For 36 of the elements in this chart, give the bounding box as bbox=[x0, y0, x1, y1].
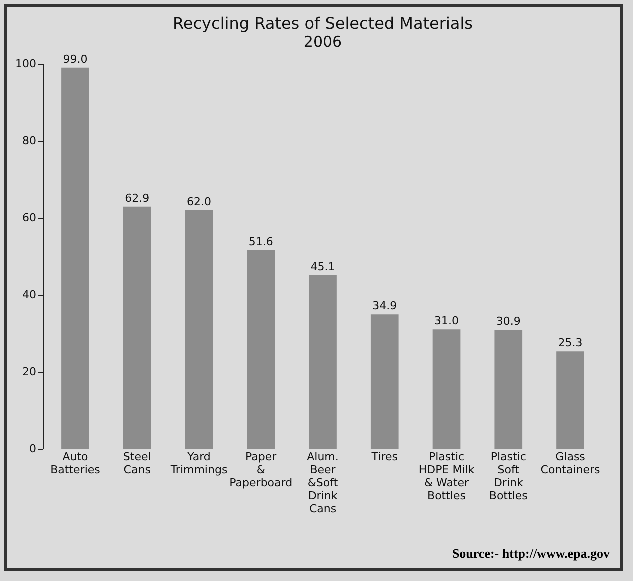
bar bbox=[247, 250, 276, 449]
x-tick-label: Yard Trimmings bbox=[170, 450, 228, 476]
data-label: 62.9 bbox=[125, 192, 150, 205]
x-tick-label: Plastic Soft Drink Bottles bbox=[489, 450, 528, 502]
data-label: 31.0 bbox=[434, 314, 460, 328]
source-note: Source:- http://www.epa.gov bbox=[452, 546, 610, 562]
bar bbox=[62, 68, 90, 449]
x-tick-label: Auto Batteries bbox=[50, 450, 101, 476]
data-label: 99.0 bbox=[63, 52, 88, 66]
bar bbox=[494, 330, 523, 449]
bar bbox=[185, 210, 214, 449]
x-tick-label: Paper & Paperboard bbox=[230, 450, 293, 490]
data-label: 51.6 bbox=[248, 235, 274, 248]
chart-subtitle: 2006 bbox=[304, 32, 342, 51]
y-tick-label: 40 bbox=[22, 288, 36, 302]
x-tick-label: Plastic HDPE Milk & Water Bottles bbox=[418, 450, 476, 502]
bar bbox=[556, 352, 584, 449]
bar bbox=[309, 275, 337, 449]
data-label: 45.1 bbox=[310, 260, 336, 274]
y-tick-label: 80 bbox=[22, 134, 36, 148]
y-tick-label: 20 bbox=[22, 366, 36, 378]
data-label: 62.0 bbox=[186, 195, 212, 208]
x-tick-label: Steel Cans bbox=[123, 450, 152, 476]
data-label: 34.9 bbox=[372, 300, 398, 313]
data-label: 30.9 bbox=[496, 315, 521, 328]
x-tick-label: Glass Containers bbox=[540, 450, 601, 476]
x-tick-label: Tires bbox=[370, 450, 398, 464]
data-label: 25.3 bbox=[558, 336, 583, 350]
y-tick-label: 0 bbox=[30, 442, 36, 456]
bar bbox=[370, 314, 399, 449]
y-tick-label: 100 bbox=[16, 58, 36, 70]
x-tick-label: Alum. Beer &Soft Drink Cans bbox=[307, 450, 339, 516]
chart-title: Recycling Rates of Selected Materials bbox=[173, 14, 473, 33]
bar bbox=[123, 206, 152, 449]
bar bbox=[432, 330, 461, 449]
y-tick-label: 60 bbox=[22, 212, 36, 224]
